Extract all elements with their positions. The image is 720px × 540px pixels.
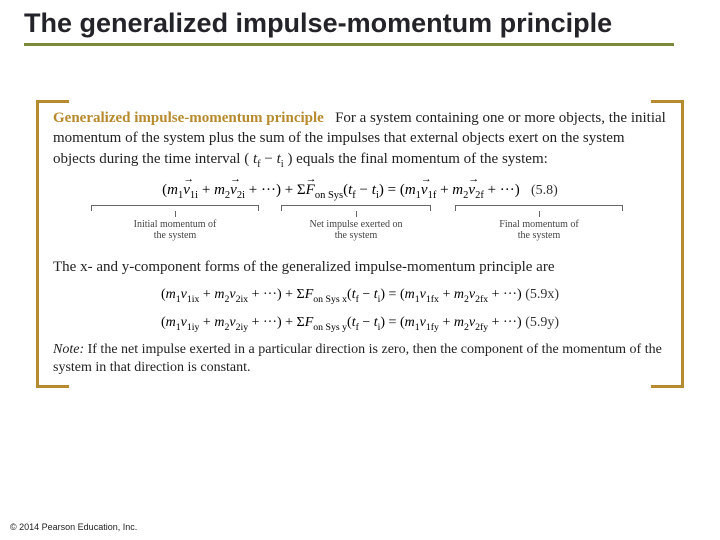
intro-paragraph: Generalized impulse-momentum principle F… (53, 108, 667, 172)
note-lead: Note: (53, 342, 84, 357)
copyright-text: © 2014 Pearson Education, Inc. (10, 522, 137, 532)
box-corner (651, 100, 681, 103)
equation-5-9y: (m1v1iy + m2v2iy + ···) + ΣFon Sys y(tf … (53, 315, 667, 333)
brace-1 (91, 205, 259, 211)
para1-b: ) equals the final momentum of the syste… (284, 151, 548, 167)
box-corner (651, 385, 681, 388)
brace-3 (455, 205, 623, 211)
brace-row (53, 205, 667, 219)
eq-number: (5.8) (531, 183, 558, 198)
note-body: If the net impulse exerted in a particul… (53, 342, 662, 376)
minus: − (261, 151, 277, 167)
eq-number: (5.9x) (525, 287, 559, 302)
title-underline (24, 43, 674, 46)
caption-impulse: Net impulse exerted onthe system (281, 219, 431, 242)
para-components: The x- and y-component forms of the gene… (53, 257, 667, 277)
box-corner (39, 100, 69, 103)
principle-box: Generalized impulse-momentum principle F… (36, 100, 684, 388)
lead-title: Generalized impulse-momentum principle (53, 110, 324, 126)
equation-5-9x: (m1v1ix + m2v2ix + ···) + ΣFon Sys x(tf … (53, 287, 667, 305)
eq-number: (5.9y) (525, 315, 559, 330)
caption-initial: Initial momentum ofthe system (91, 219, 259, 242)
caption-final: Final momentum ofthe system (455, 219, 623, 242)
brace-2 (281, 205, 431, 211)
caption-row: Initial momentum ofthe system Net impuls… (53, 219, 667, 247)
equation-5-8: (m1v1i + m2v2i + ···) + ΣFon Sys(tf − ti… (53, 182, 667, 201)
slide-title: The generalized impulse-momentum princip… (0, 0, 720, 39)
box-corner (39, 385, 69, 388)
note-paragraph: Note: If the net impulse exerted in a pa… (53, 341, 667, 379)
